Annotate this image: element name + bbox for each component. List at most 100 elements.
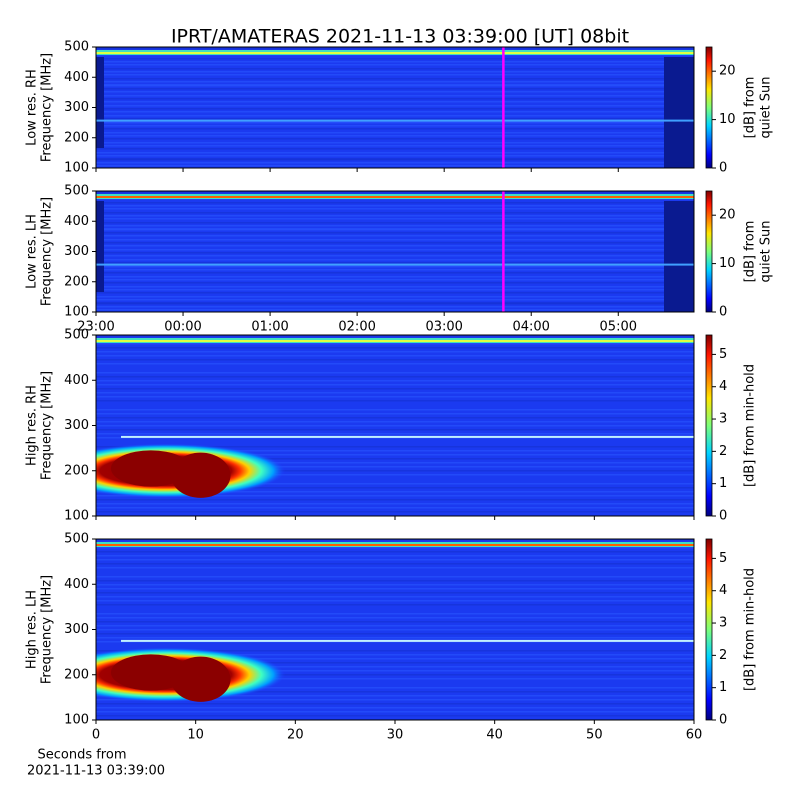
y-axis-label: Frequency [MHz]: [40, 53, 55, 162]
heatmap-band: [96, 121, 694, 123]
y-tick-label: 500: [64, 532, 89, 547]
heatmap-band: [96, 192, 694, 194]
heatmap-band: [96, 279, 694, 281]
heatmap-band: [96, 289, 694, 291]
edge-dark: [664, 57, 694, 168]
y-tick-label: 500: [64, 184, 89, 199]
heatmap-band: [96, 454, 694, 456]
y-tick-label: 100: [64, 161, 89, 176]
line-feature: [121, 639, 694, 642]
heatmap-band: [96, 85, 694, 87]
heatmap-band: [96, 343, 694, 345]
heatmap-band: [96, 462, 694, 464]
heatmap-band: [96, 259, 694, 261]
heatmap-band: [96, 503, 694, 505]
heatmap-band: [96, 413, 694, 415]
heatmap-band: [96, 165, 694, 167]
heatmap-band: [96, 596, 694, 598]
heatmap-band: [96, 417, 694, 419]
heatmap-band: [96, 576, 694, 578]
heatmap-band: [96, 687, 694, 689]
heatmap-band: [96, 539, 694, 541]
heatmap-band: [96, 633, 694, 635]
y-tick-label: 300: [64, 418, 89, 433]
heatmap-top-band: [96, 340, 694, 342]
colorbar-label: [dB] from min-hold: [743, 364, 758, 487]
x-tick-label: 50: [586, 728, 603, 743]
heatmap-band: [96, 138, 694, 140]
heatmap-band: [96, 249, 694, 251]
heatmap-band: [96, 306, 694, 308]
heatmap-band: [96, 654, 694, 656]
colorbar-tick-label: 1: [719, 680, 727, 695]
heatmap-band: [96, 61, 694, 63]
heatmap-band: [96, 499, 694, 501]
heatmap: [96, 539, 694, 720]
colorbar-label: [dB] from: [743, 77, 758, 139]
heatmap-band: [96, 617, 694, 619]
heatmap-band: [96, 282, 694, 284]
heatmap-band: [96, 380, 694, 382]
heatmap-band: [96, 563, 694, 565]
line-feature: [121, 435, 694, 438]
heatmap-band: [96, 101, 694, 103]
y-tick-label: 400: [64, 214, 89, 229]
heatmap-top-band: [96, 544, 694, 546]
heatmap-band: [96, 625, 694, 627]
heatmap-band: [96, 212, 694, 214]
y-tick-label: 200: [64, 274, 89, 289]
y-axis-label: Frequency [MHz]: [40, 371, 55, 480]
heatmap-top-band: [96, 52, 694, 54]
heatmap-band: [96, 74, 694, 76]
heatmap-band: [96, 351, 694, 353]
x-axis-label: Seconds from: [37, 748, 126, 763]
colorbar-tick-label: 0: [719, 305, 727, 320]
colorbar-tick-label: 20: [719, 208, 736, 223]
heatmap-band: [96, 84, 694, 86]
colorbar-tick-label: 3: [719, 412, 727, 427]
heatmap-band: [96, 474, 694, 476]
x-tick-label: 0: [92, 728, 100, 743]
y-tick-label: 300: [64, 100, 89, 115]
heatmap-band: [96, 128, 694, 130]
heatmap-band: [96, 148, 694, 150]
heatmap-band: [96, 335, 694, 337]
heatmap-band: [96, 511, 694, 513]
x-tick-label: 60: [686, 728, 703, 743]
y-tick-label: 400: [64, 577, 89, 592]
heatmap-band: [96, 400, 694, 402]
heatmap-band: [96, 262, 694, 264]
heatmap-band: [96, 567, 694, 569]
heatmap-band: [96, 388, 694, 390]
x-tick-label: 23:00: [77, 320, 114, 335]
heatmap-band: [96, 269, 694, 271]
heatmap-band: [96, 666, 694, 668]
heatmap-band: [96, 555, 694, 557]
heatmap-band: [96, 125, 694, 127]
heatmap-band: [96, 235, 694, 237]
heatmap-band: [96, 491, 694, 493]
heatmap-band: [96, 715, 694, 717]
heatmap-band: [96, 470, 694, 472]
heatmap-band: [96, 359, 694, 361]
heatmap-band: [96, 105, 694, 107]
heatmap-band: [96, 613, 694, 615]
colorbar: [705, 190, 713, 313]
x-tick-label: 10: [187, 728, 204, 743]
heatmap-band: [96, 466, 694, 468]
colorbar-tick-label: 4: [719, 583, 727, 598]
colorbar-label: quiet Sun: [759, 220, 774, 282]
heatmap-band: [96, 421, 694, 423]
heatmap-band: [96, 145, 694, 147]
heatmap-band: [96, 347, 694, 349]
heatmap-band: [96, 115, 694, 117]
heatmap-band: [96, 239, 694, 241]
y-axis-label: High res. LH: [25, 590, 40, 669]
x-tick-label: 00:00: [164, 320, 201, 335]
colorbar: [705, 538, 713, 721]
colorbar: [705, 46, 713, 169]
heatmap-band: [96, 296, 694, 298]
heatmap-band: [96, 202, 694, 204]
y-tick-label: 200: [64, 130, 89, 145]
heatmap-band: [96, 158, 694, 160]
